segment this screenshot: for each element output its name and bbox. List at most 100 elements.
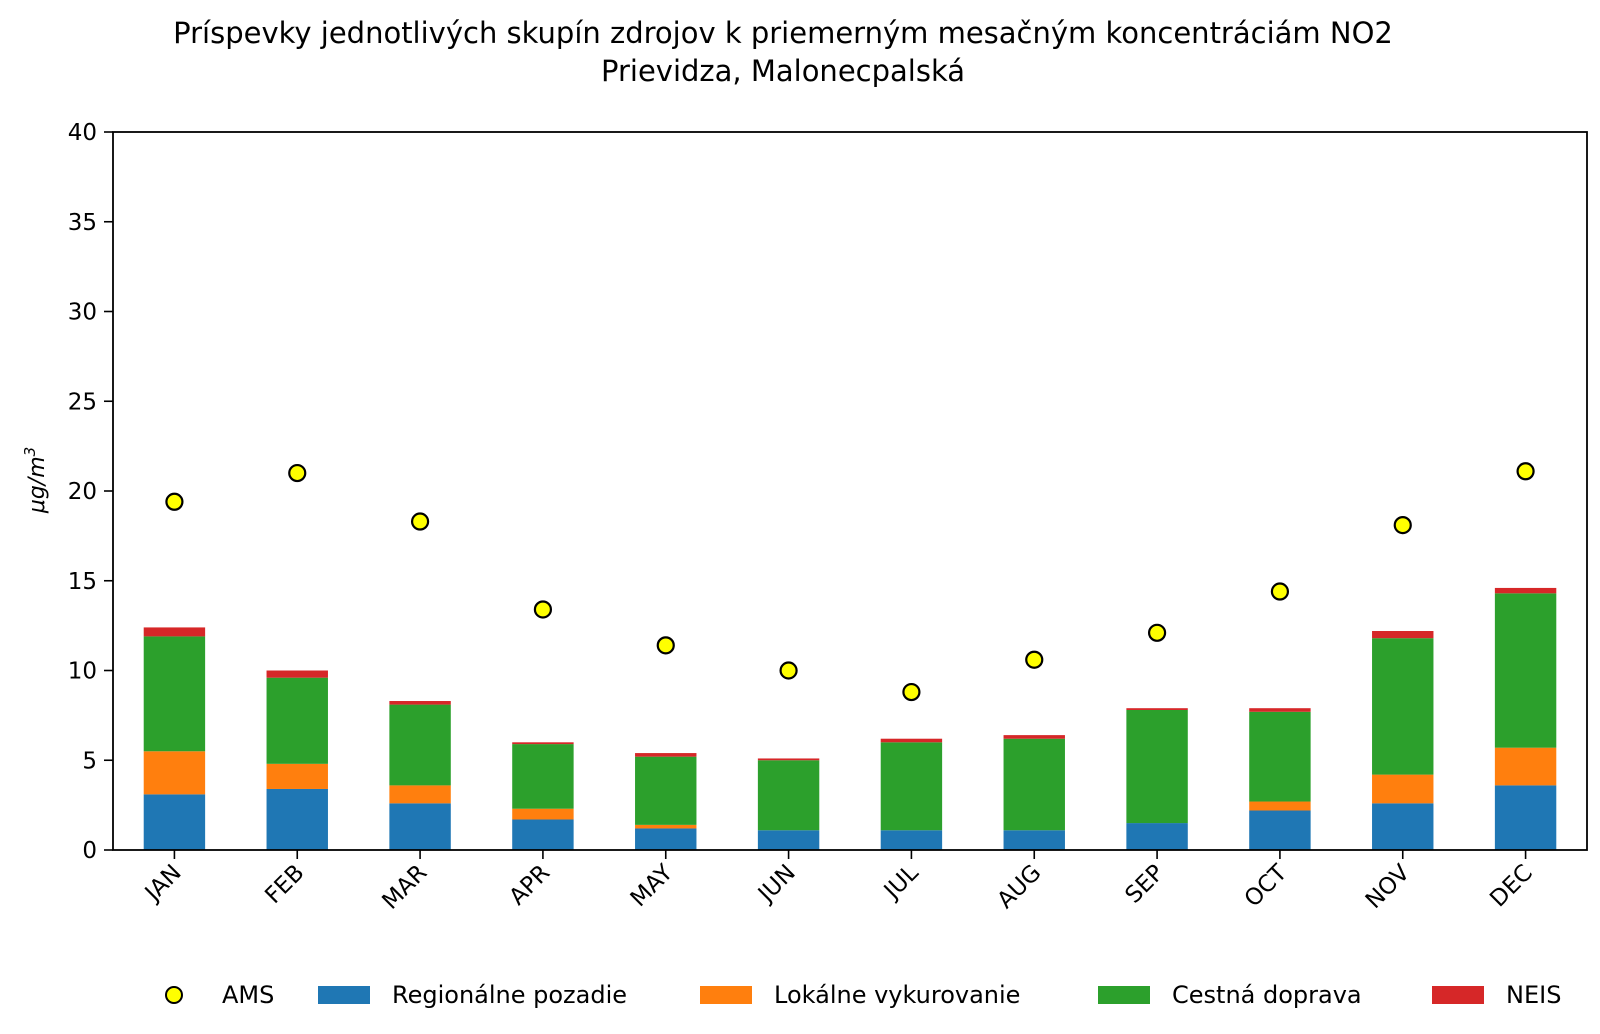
bar-may-series-3	[635, 753, 697, 757]
y-tick-label-40: 40	[68, 120, 97, 146]
bar-oct-series-2	[1249, 711, 1311, 802]
y-tick-label-25: 25	[68, 389, 97, 415]
legend-item-regionalne-pozadie: Regionálne pozadie	[318, 975, 627, 1015]
bar-may-series-1	[635, 824, 697, 829]
ams-marker-nov	[1393, 516, 1412, 535]
x-tick-label-mar: MAR	[377, 860, 432, 915]
y-axis-label-base: μg/m	[25, 456, 50, 514]
bar-jun-series-0	[757, 830, 820, 850]
y-axis-label: μg/m3	[21, 447, 50, 514]
bar-apr-series-0	[512, 819, 574, 850]
y-axis-label-sup: 3	[21, 447, 39, 457]
bar-nov-series-3	[1372, 631, 1434, 639]
x-tick-label-may: MAY	[626, 859, 679, 912]
legend-swatch-regionalne-pozadie	[318, 986, 370, 1004]
bar-dec-series-1	[1494, 747, 1557, 786]
chart-subtitle: Prievidza, Malonecpalská	[600, 54, 965, 88]
legend-item-ams: AMS	[148, 975, 274, 1015]
bar-jan-series-2	[143, 636, 206, 752]
bar-dec-series-0	[1494, 785, 1557, 850]
bar-feb-series-3	[266, 670, 328, 678]
legend-swatch-lokalne-vykurovanie	[700, 986, 752, 1004]
bar-apr-series-3	[512, 742, 574, 745]
y-tick-label-5: 5	[82, 748, 97, 774]
legend-label-neis: NEIS	[1506, 981, 1562, 1009]
y-tick-label-0: 0	[82, 838, 97, 864]
ams-marker-jun	[779, 661, 798, 680]
bar-feb-series-1	[266, 763, 328, 789]
ams-marker-sep	[1147, 623, 1167, 642]
bar-apr-series-1	[512, 808, 574, 820]
bar-sep-series-0	[1126, 823, 1188, 850]
bar-nov-series-0	[1372, 803, 1434, 850]
bar-mar-series-2	[389, 704, 451, 786]
bar-aug-series-0	[1003, 830, 1065, 850]
ams-marker-jul	[902, 682, 921, 702]
x-tick-label-jun: JUN	[752, 860, 801, 909]
x-tick-label-jan: JAN	[139, 860, 187, 908]
x-tick-label-oct: OCT	[1240, 859, 1293, 912]
bar-jul-series-0	[880, 830, 943, 850]
legend-swatch-neis	[1432, 986, 1484, 1004]
x-tick-label-dec: DEC	[1485, 860, 1538, 913]
bar-jan-series-1	[143, 751, 206, 795]
bar-sep-series-2	[1126, 709, 1188, 824]
x-tick-label-aug: AUG	[992, 860, 1046, 914]
bar-feb-series-0	[266, 788, 328, 850]
bar-jul-series-3	[880, 738, 943, 743]
legend-swatch-cestna-doprava	[1098, 986, 1150, 1004]
bar-dec-series-2	[1494, 593, 1557, 748]
x-tick-label-feb: FEB	[260, 860, 309, 909]
bar-jun-series-2	[757, 760, 820, 831]
legend-item-neis: NEIS	[1432, 975, 1561, 1015]
bar-oct-series-1	[1249, 801, 1311, 811]
bar-oct-series-3	[1249, 708, 1311, 712]
ams-marker-feb	[288, 463, 307, 483]
chart-title: Príspevky jednotlivých skupín zdrojov k …	[173, 16, 1393, 50]
ams-marker-aug	[1025, 650, 1044, 669]
legend-item-cestna-doprava: Cestná doprava	[1098, 975, 1362, 1015]
legend-label-ams: AMS	[222, 981, 275, 1009]
bar-jan-series-0	[143, 794, 206, 850]
markers-layer	[165, 462, 1535, 702]
bar-feb-series-2	[266, 677, 328, 764]
y-tick-label-10: 10	[68, 659, 97, 685]
bar-aug-series-2	[1003, 738, 1065, 831]
y-tick-label-15: 15	[68, 569, 97, 595]
ams-marker-dec	[1516, 462, 1535, 481]
ams-marker-apr	[533, 600, 553, 619]
x-tick-label-jul: JUL	[878, 860, 924, 906]
bar-apr-series-2	[512, 744, 574, 809]
y-tick-label-20: 20	[68, 479, 97, 505]
bar-aug-series-3	[1003, 735, 1065, 739]
y-tick-label-35: 35	[68, 210, 97, 236]
legend-marker-ams	[148, 984, 200, 1006]
plot-frame	[112, 131, 1588, 851]
x-tick-label-apr: APR	[505, 860, 556, 911]
ams-marker-jan	[165, 492, 184, 511]
x-tick-label-nov: NOV	[1361, 860, 1415, 914]
bar-nov-series-1	[1372, 774, 1434, 804]
legend-label-cestna-doprava: Cestná doprava	[1172, 981, 1362, 1009]
bar-jan-series-3	[143, 627, 206, 637]
bar-dec-series-3	[1494, 587, 1557, 594]
bar-mar-series-3	[389, 701, 451, 705]
bar-nov-series-2	[1372, 638, 1434, 775]
bar-may-series-0	[635, 828, 697, 850]
ams-marker-oct	[1270, 582, 1290, 601]
bar-jul-series-2	[880, 742, 943, 831]
legend: AMS Regionálne pozadie Lokálne vykurovan…	[0, 975, 1600, 1015]
bar-may-series-2	[635, 756, 697, 825]
legend-label-lokalne-vykurovanie: Lokálne vykurovanie	[774, 981, 1021, 1009]
bar-mar-series-1	[389, 785, 451, 804]
bar-sep-series-3	[1126, 708, 1188, 710]
bar-oct-series-0	[1249, 810, 1311, 850]
legend-item-lokalne-vykurovanie: Lokálne vykurovanie	[700, 975, 1020, 1015]
bar-jun-series-3	[757, 758, 820, 761]
legend-label-regionalne-pozadie: Regionálne pozadie	[392, 981, 628, 1009]
bars-layer	[143, 587, 1557, 850]
y-tick-label-30: 30	[68, 300, 97, 326]
ams-marker-may	[656, 636, 675, 655]
bar-mar-series-0	[389, 803, 451, 850]
